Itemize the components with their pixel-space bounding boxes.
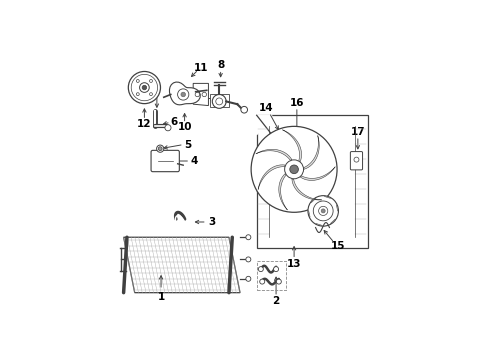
Polygon shape [279, 174, 288, 210]
FancyBboxPatch shape [350, 152, 363, 170]
Circle shape [258, 267, 263, 271]
Circle shape [149, 93, 152, 96]
Polygon shape [258, 165, 285, 189]
Text: 7: 7 [153, 86, 161, 96]
Text: 9: 9 [195, 92, 202, 102]
Circle shape [290, 165, 298, 174]
Polygon shape [292, 179, 322, 200]
Circle shape [246, 235, 251, 240]
Circle shape [165, 125, 171, 131]
Polygon shape [193, 84, 208, 105]
Circle shape [251, 126, 337, 212]
Circle shape [273, 267, 279, 271]
Circle shape [212, 94, 226, 108]
Circle shape [195, 92, 199, 97]
Circle shape [158, 147, 162, 150]
Circle shape [246, 276, 251, 281]
Circle shape [149, 80, 152, 82]
Text: 6: 6 [171, 117, 178, 127]
Text: 15: 15 [331, 242, 345, 251]
Text: 14: 14 [259, 103, 274, 113]
Circle shape [354, 157, 359, 162]
Circle shape [308, 195, 339, 226]
Text: 2: 2 [272, 296, 280, 306]
Text: 12: 12 [137, 118, 151, 129]
Circle shape [241, 107, 247, 113]
Polygon shape [304, 135, 319, 169]
Text: 13: 13 [287, 258, 301, 269]
Circle shape [276, 279, 281, 284]
Circle shape [177, 89, 189, 100]
Text: 8: 8 [217, 60, 224, 70]
Polygon shape [123, 237, 240, 293]
Text: 16: 16 [290, 98, 304, 108]
Circle shape [136, 93, 139, 96]
Circle shape [313, 201, 333, 221]
Circle shape [142, 85, 147, 90]
Circle shape [131, 75, 158, 101]
Text: 1: 1 [157, 292, 165, 302]
Text: 4: 4 [190, 156, 197, 166]
Circle shape [136, 80, 139, 82]
Polygon shape [256, 149, 292, 160]
Circle shape [140, 83, 149, 93]
FancyBboxPatch shape [151, 150, 179, 172]
Circle shape [260, 279, 265, 284]
Circle shape [128, 72, 161, 104]
Polygon shape [300, 167, 335, 180]
Circle shape [202, 92, 206, 97]
Circle shape [285, 160, 303, 179]
Circle shape [216, 98, 223, 105]
Circle shape [321, 209, 325, 213]
Polygon shape [210, 94, 229, 107]
Text: 3: 3 [209, 217, 216, 227]
Text: 17: 17 [350, 127, 365, 138]
Circle shape [246, 257, 251, 262]
Polygon shape [257, 115, 272, 135]
Bar [257, 261, 286, 290]
Text: 5: 5 [184, 140, 191, 149]
Circle shape [181, 92, 185, 97]
Polygon shape [282, 130, 301, 162]
Text: 10: 10 [177, 122, 192, 132]
Circle shape [318, 206, 328, 216]
Polygon shape [170, 82, 200, 105]
Text: 11: 11 [194, 63, 208, 73]
Bar [257, 115, 368, 248]
Circle shape [157, 145, 164, 152]
